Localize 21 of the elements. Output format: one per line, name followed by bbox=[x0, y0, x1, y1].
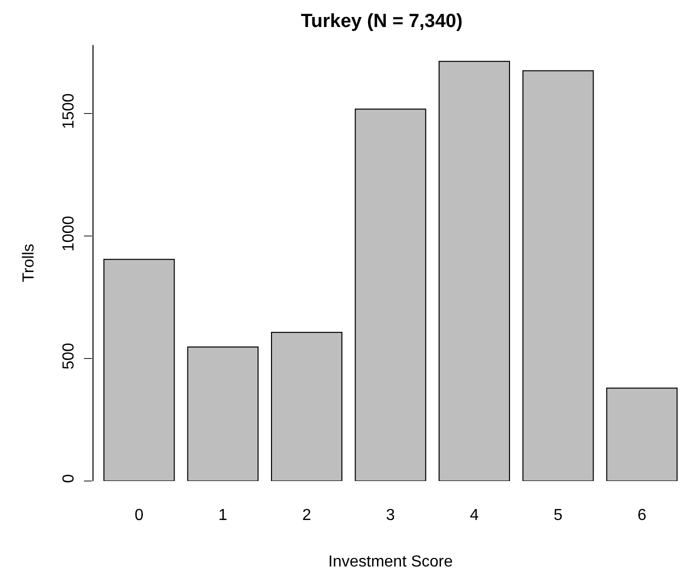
x-tick-label: 5 bbox=[554, 507, 563, 524]
x-tick-label: 4 bbox=[470, 507, 479, 524]
bar bbox=[606, 388, 678, 481]
y-axis-title: Trolls bbox=[20, 244, 38, 282]
bar bbox=[187, 346, 259, 481]
bar bbox=[522, 70, 594, 481]
y-tick-label: 1500 bbox=[60, 93, 78, 129]
y-tick-label: 0 bbox=[60, 474, 78, 484]
x-axis-title: Investment Score bbox=[328, 554, 453, 571]
bar bbox=[354, 108, 426, 481]
x-tick-label: 0 bbox=[134, 507, 144, 524]
bar bbox=[438, 60, 510, 481]
bar bbox=[271, 332, 342, 481]
bar bbox=[103, 258, 175, 481]
x-tick-label: 6 bbox=[637, 507, 646, 524]
x-tick-label: 1 bbox=[218, 507, 228, 524]
chart-title: Turkey (N = 7,340) bbox=[300, 10, 463, 32]
x-tick-label: 3 bbox=[386, 507, 396, 524]
y-tick-label: 1000 bbox=[60, 216, 78, 252]
y-tick-label: 500 bbox=[60, 342, 78, 370]
x-tick-label: 2 bbox=[302, 507, 312, 524]
